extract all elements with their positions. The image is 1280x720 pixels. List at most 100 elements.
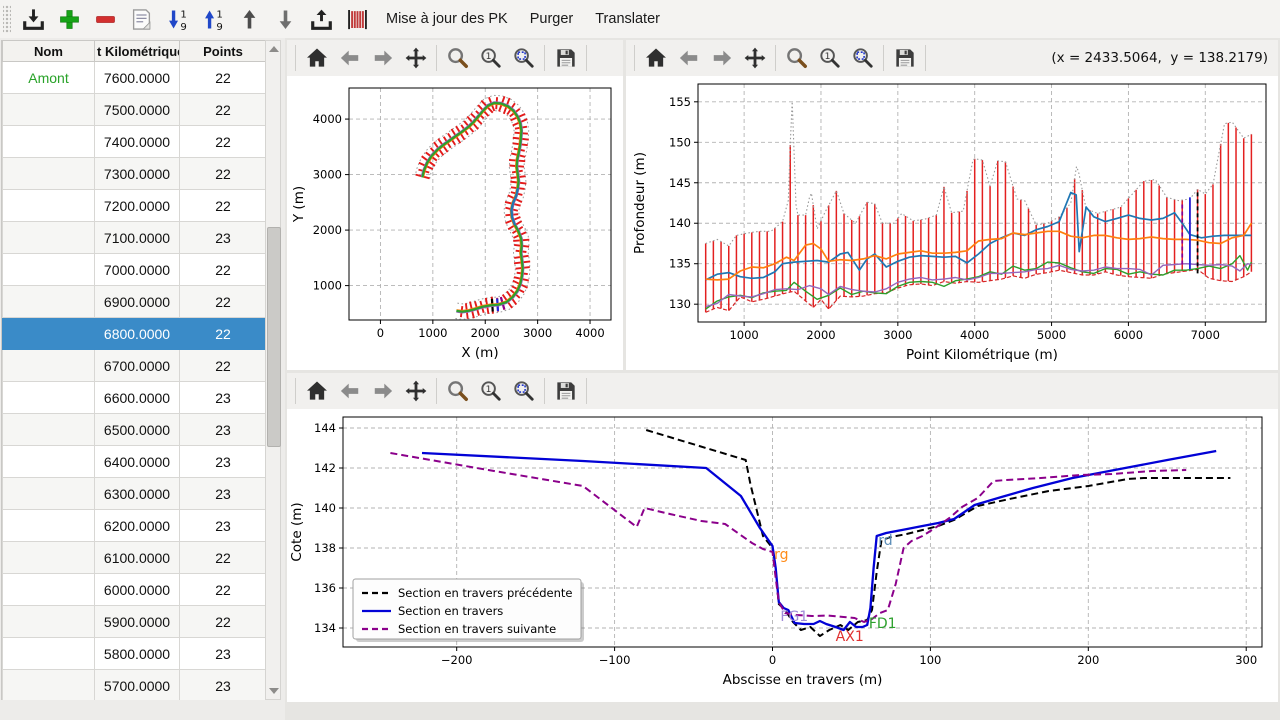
cell-points[interactable]: 23 (179, 637, 266, 670)
cell-points[interactable]: 23 (179, 413, 266, 446)
table-row[interactable]: 7400.0000 22 (2, 125, 266, 158)
zoom-rect-button[interactable] (846, 43, 879, 73)
edit-button[interactable] (123, 3, 159, 35)
cell-nom[interactable] (2, 573, 95, 606)
pan-button[interactable] (399, 376, 432, 406)
cell-pk[interactable]: 6500.0000 (94, 413, 180, 446)
table-row[interactable]: 7500.0000 22 (2, 93, 266, 126)
forward-button[interactable] (366, 43, 399, 73)
table-row[interactable]: 6600.0000 23 (2, 381, 266, 414)
cell-nom[interactable] (2, 413, 95, 446)
back-button[interactable] (672, 43, 705, 73)
cell-points[interactable]: 22 (179, 317, 266, 350)
table-row[interactable]: 6900.0000 22 (2, 285, 266, 318)
cell-nom[interactable] (2, 637, 95, 670)
cell-pk[interactable]: 5900.0000 (94, 605, 180, 638)
cell-points[interactable]: 22 (179, 253, 266, 286)
purge-button[interactable]: Purger (519, 3, 585, 35)
cell-pk[interactable]: 6800.0000 (94, 317, 180, 350)
column-header-nom[interactable]: Nom (2, 40, 95, 62)
zoom-button[interactable] (441, 376, 474, 406)
toolbar-grip[interactable] (3, 5, 11, 33)
table-row[interactable]: 5900.0000 22 (2, 605, 266, 638)
table-row[interactable]: 7000.0000 22 (2, 253, 266, 286)
pan-button[interactable] (399, 43, 432, 73)
column-header-points[interactable]: Points (179, 40, 266, 62)
cell-nom[interactable] (2, 317, 95, 350)
cell-points[interactable]: 23 (179, 669, 266, 700)
cell-pk[interactable]: 7200.0000 (94, 189, 180, 222)
save-button[interactable] (549, 43, 582, 73)
table-row[interactable]: 7300.0000 22 (2, 157, 266, 190)
cell-points[interactable]: 23 (179, 509, 266, 542)
cell-nom[interactable] (2, 285, 95, 318)
planform-chart[interactable]: 0 1000 2000 3000 4000 1000 2000 3000 4000 X (m) Y … (287, 76, 623, 370)
cell-points[interactable]: 22 (179, 605, 266, 638)
zoom-rect-button[interactable] (507, 376, 540, 406)
cell-pk[interactable]: 6600.0000 (94, 381, 180, 414)
cell-nom[interactable] (2, 349, 95, 382)
cell-nom[interactable] (2, 541, 95, 574)
cell-pk[interactable]: 6900.0000 (94, 285, 180, 318)
cell-nom[interactable] (2, 381, 95, 414)
sections-button[interactable] (339, 3, 375, 35)
cell-pk[interactable]: 6100.0000 (94, 541, 180, 574)
table-row[interactable]: 5700.0000 23 (2, 669, 266, 700)
cell-points[interactable]: 22 (179, 125, 266, 158)
table-row[interactable]: 6800.0000 22 (2, 317, 266, 350)
zoom-one-button[interactable]: 1 (813, 43, 846, 73)
profile-chart[interactable]: 1000 2000 3000 4000 5000 6000 7000 130 135 140 145… (626, 76, 1278, 370)
cell-pk[interactable]: 7000.0000 (94, 253, 180, 286)
home-button[interactable] (639, 43, 672, 73)
forward-button[interactable] (366, 376, 399, 406)
zoom-button[interactable] (441, 43, 474, 73)
add-button[interactable] (51, 3, 87, 35)
cell-pk[interactable]: 6000.0000 (94, 573, 180, 606)
cell-points[interactable]: 23 (179, 221, 266, 254)
export-button[interactable] (303, 3, 339, 35)
cell-nom[interactable] (2, 477, 95, 510)
home-button[interactable] (300, 376, 333, 406)
cell-nom[interactable] (2, 509, 95, 542)
save-button[interactable] (549, 376, 582, 406)
cell-points[interactable]: 22 (179, 573, 266, 606)
table-row[interactable]: 5800.0000 23 (2, 637, 266, 670)
home-button[interactable] (300, 43, 333, 73)
table-row[interactable]: 7100.0000 23 (2, 221, 266, 254)
cell-points[interactable]: 22 (179, 285, 266, 318)
table-row[interactable]: 6200.0000 23 (2, 509, 266, 542)
import-button[interactable] (15, 3, 51, 35)
cell-nom[interactable] (2, 189, 95, 222)
cell-points[interactable]: 22 (179, 61, 266, 94)
cell-nom[interactable] (2, 669, 95, 700)
table-row[interactable]: 6100.0000 22 (2, 541, 266, 574)
cell-pk[interactable]: 6200.0000 (94, 509, 180, 542)
table-row[interactable]: Amont 7600.0000 22 (2, 61, 266, 94)
update-pk-button[interactable]: Mise à jour des PK (375, 3, 519, 35)
cell-pk[interactable]: 6300.0000 (94, 477, 180, 510)
cell-nom[interactable] (2, 221, 95, 254)
table-row[interactable]: 7200.0000 22 (2, 189, 266, 222)
remove-button[interactable] (87, 3, 123, 35)
table-scrollbar[interactable] (265, 40, 281, 700)
cell-points[interactable]: 22 (179, 93, 266, 126)
cell-nom[interactable] (2, 157, 95, 190)
scrollbar-down-arrow-icon[interactable] (269, 688, 279, 694)
cell-pk[interactable]: 7500.0000 (94, 93, 180, 126)
scrollbar-thumb[interactable] (267, 227, 281, 447)
cell-pk[interactable]: 7400.0000 (94, 125, 180, 158)
cell-points[interactable]: 22 (179, 349, 266, 382)
translate-button[interactable]: Translater (584, 3, 671, 35)
back-button[interactable] (333, 43, 366, 73)
cell-points[interactable]: 22 (179, 541, 266, 574)
cell-nom[interactable] (2, 605, 95, 638)
cell-points[interactable]: 23 (179, 445, 266, 478)
cell-pk[interactable]: 5800.0000 (94, 637, 180, 670)
move-up-button[interactable] (231, 3, 267, 35)
cell-nom[interactable] (2, 93, 95, 126)
cell-pk[interactable]: 7100.0000 (94, 221, 180, 254)
cross-section-chart[interactable]: −200 −100 0 100 200 300 134 136 138 140 142 144 Absc… (287, 409, 1278, 702)
cell-pk[interactable]: 6400.0000 (94, 445, 180, 478)
